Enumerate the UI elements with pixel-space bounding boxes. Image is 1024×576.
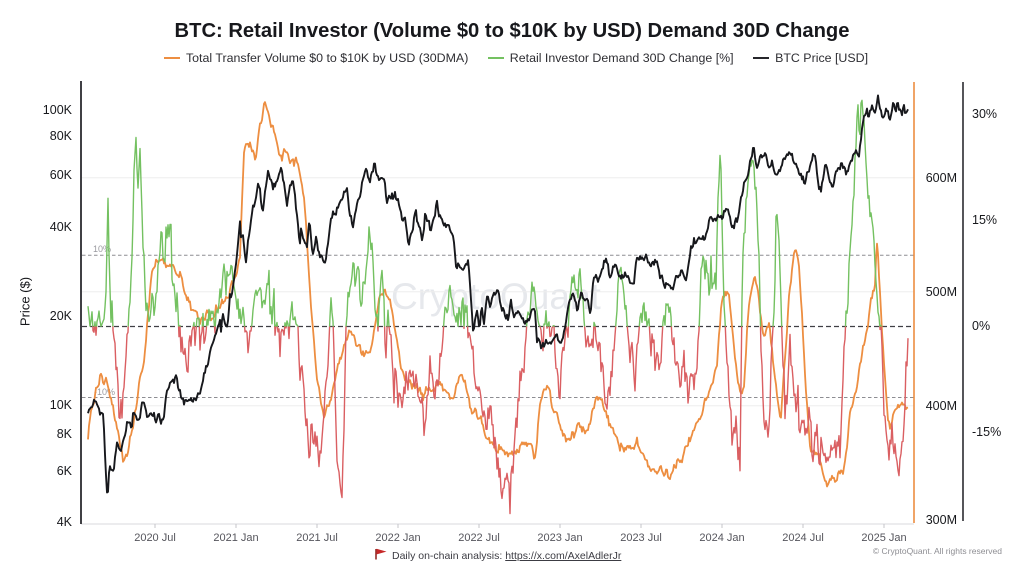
svg-text:2024 Jan: 2024 Jan (699, 532, 744, 544)
svg-text:2020 Jul: 2020 Jul (134, 532, 176, 544)
svg-text:2023 Jan: 2023 Jan (537, 532, 582, 544)
svg-text:0%: 0% (972, 319, 990, 333)
svg-text:60K: 60K (50, 168, 73, 182)
svg-text:400M: 400M (926, 399, 957, 413)
svg-text:2021 Jul: 2021 Jul (296, 532, 338, 544)
svg-text:80K: 80K (50, 129, 73, 143)
svg-text:2021 Jan: 2021 Jan (213, 532, 258, 544)
svg-text:10K: 10K (50, 398, 73, 412)
svg-text:2025 Jan: 2025 Jan (861, 532, 906, 544)
svg-text:2022 Jul: 2022 Jul (458, 532, 500, 544)
svg-text:600M: 600M (926, 171, 957, 185)
svg-text:2022 Jan: 2022 Jan (375, 532, 420, 544)
svg-text:300M: 300M (926, 513, 957, 527)
svg-text:30%: 30% (972, 107, 997, 121)
svg-text:-10%: -10% (94, 387, 115, 397)
svg-text:Price ($): Price ($) (18, 277, 33, 326)
svg-text:20K: 20K (50, 309, 73, 323)
svg-text:2023 Jul: 2023 Jul (620, 532, 662, 544)
svg-text:15%: 15% (972, 213, 997, 227)
svg-text:40K: 40K (50, 220, 73, 234)
svg-text:4K: 4K (57, 515, 73, 529)
svg-text:100K: 100K (43, 103, 73, 117)
svg-text:6K: 6K (57, 464, 73, 478)
svg-text:-15%: -15% (972, 425, 1001, 439)
svg-text:8K: 8K (57, 427, 73, 441)
svg-text:500M: 500M (926, 285, 957, 299)
svg-text:10%: 10% (93, 244, 111, 254)
svg-text:2024 Jul: 2024 Jul (782, 532, 824, 544)
